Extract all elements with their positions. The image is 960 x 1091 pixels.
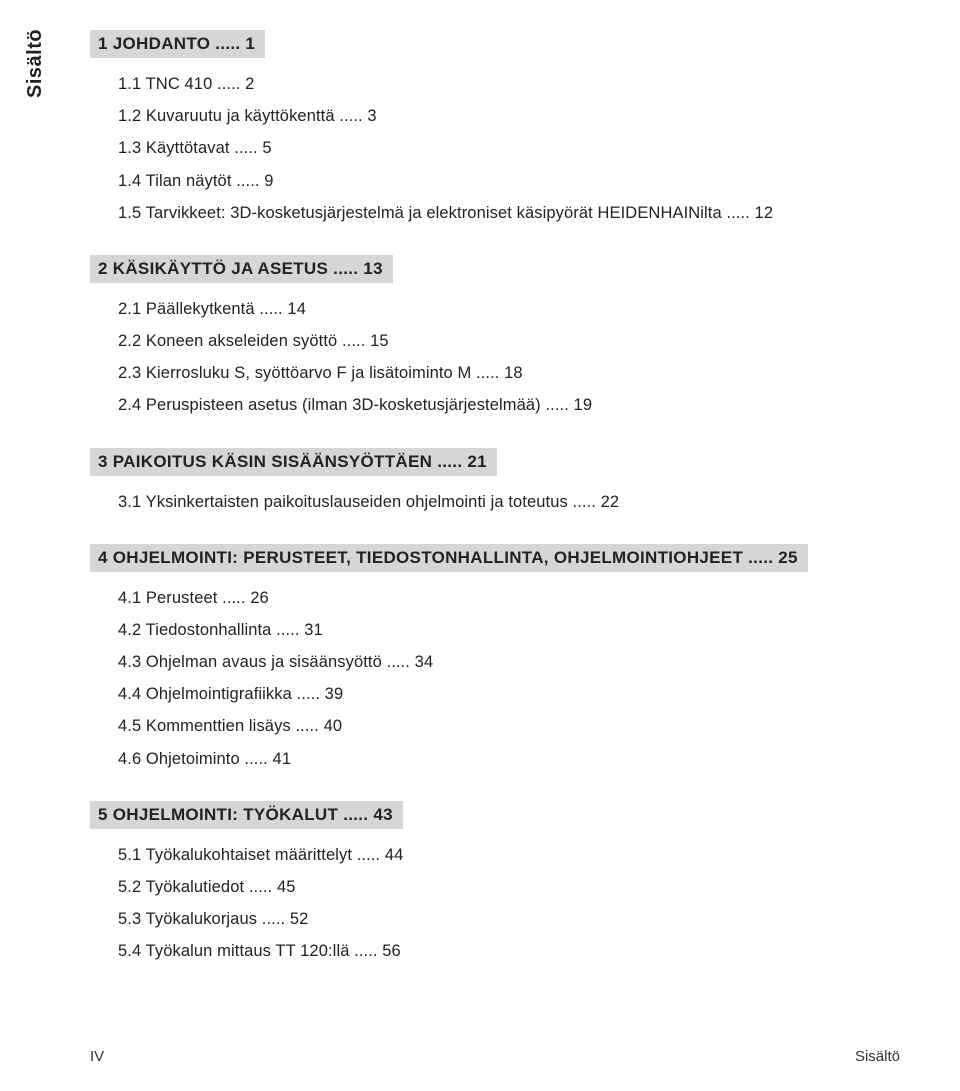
toc-entry: 1.4 Tilan näytöt ..... 9 [118,165,900,197]
toc-entry: 5.3 Työkalukorjaus ..... 52 [118,903,900,935]
entries-list: 3.1 Yksinkertaisten paikoituslauseiden o… [90,486,900,518]
footer-page-number: IV [90,1048,104,1065]
chapter-heading: 3 PAIKOITUS KÄSIN SISÄÄNSYÖTTÄEN ..... 2… [90,448,497,476]
entries-list: 2.1 Päällekytkentä ..... 142.2 Koneen ak… [90,293,900,422]
toc-entry: 4.1 Perusteet ..... 26 [118,582,900,614]
toc-entry: 2.3 Kierrosluku S, syöttöarvo F ja lisät… [118,357,900,389]
toc-section: 5 OHJELMOINTI: TYÖKALUT ..... 43 5.1 Työk… [90,801,900,968]
toc-entry: 4.2 Tiedostonhallinta ..... 31 [118,614,900,646]
toc-entry: 2.4 Peruspisteen asetus (ilman 3D-kosket… [118,389,900,421]
chapter-heading: 1 JOHDANTO ..... 1 [90,30,265,58]
page-root: Sisältö 1 JOHDANTO ..... 1 1.1 TNC 410 ..… [0,0,960,1091]
chapter-heading: 2 KÄSIKÄYTTÖ JA ASETUS ..... 13 [90,255,393,283]
toc-section: 1 JOHDANTO ..... 1 1.1 TNC 410 ..... 21.2… [90,30,900,229]
side-label: Sisältö [24,29,47,98]
toc-section: 4 OHJELMOINTI: PERUSTEET, TIEDOSTONHALLI… [90,544,900,775]
toc-entry: 1.1 TNC 410 ..... 2 [118,68,900,100]
toc-entry: 2.1 Päällekytkentä ..... 14 [118,293,900,325]
footer-section: Sisältö [855,1048,900,1065]
toc-entry: 4.4 Ohjelmointigrafiikka ..... 39 [118,678,900,710]
toc-entry: 4.3 Ohjelman avaus ja sisäänsyöttö .....… [118,646,900,678]
toc-entry: 5.2 Työkalutiedot ..... 45 [118,871,900,903]
chapter-heading: 5 OHJELMOINTI: TYÖKALUT ..... 43 [90,801,403,829]
toc-entry: 4.6 Ohjetoiminto ..... 41 [118,743,900,775]
toc-entry: 5.4 Työkalun mittaus TT 120:llä ..... 56 [118,935,900,967]
toc-section: 3 PAIKOITUS KÄSIN SISÄÄNSYÖTTÄEN ..... 2… [90,448,900,518]
entries-list: 4.1 Perusteet ..... 264.2 Tiedostonhalli… [90,582,900,775]
toc-entry: 1.2 Kuvaruutu ja käyttökenttä ..... 3 [118,100,900,132]
toc-entry: 1.5 Tarvikkeet: 3D-kosketusjärjestelmä j… [118,197,900,229]
chapter-heading: 4 OHJELMOINTI: PERUSTEET, TIEDOSTONHALLI… [90,544,808,572]
toc-container: 1 JOHDANTO ..... 1 1.1 TNC 410 ..... 21.2… [90,30,900,967]
toc-entry: 2.2 Koneen akseleiden syöttö ..... 15 [118,325,900,357]
toc-entry: 5.1 Työkalukohtaiset määrittelyt ..... 4… [118,839,900,871]
toc-entry: 1.3 Käyttötavat ..... 5 [118,132,900,164]
toc-section: 2 KÄSIKÄYTTÖ JA ASETUS ..... 13 2.1 Pääll… [90,255,900,422]
entries-list: 5.1 Työkalukohtaiset määrittelyt ..... 4… [90,839,900,968]
entries-list: 1.1 TNC 410 ..... 21.2 Kuvaruutu ja käyt… [90,68,900,229]
toc-entry: 3.1 Yksinkertaisten paikoituslauseiden o… [118,486,900,518]
page-footer: IV Sisältö [90,1048,900,1065]
toc-entry: 4.5 Kommenttien lisäys ..... 40 [118,710,900,742]
